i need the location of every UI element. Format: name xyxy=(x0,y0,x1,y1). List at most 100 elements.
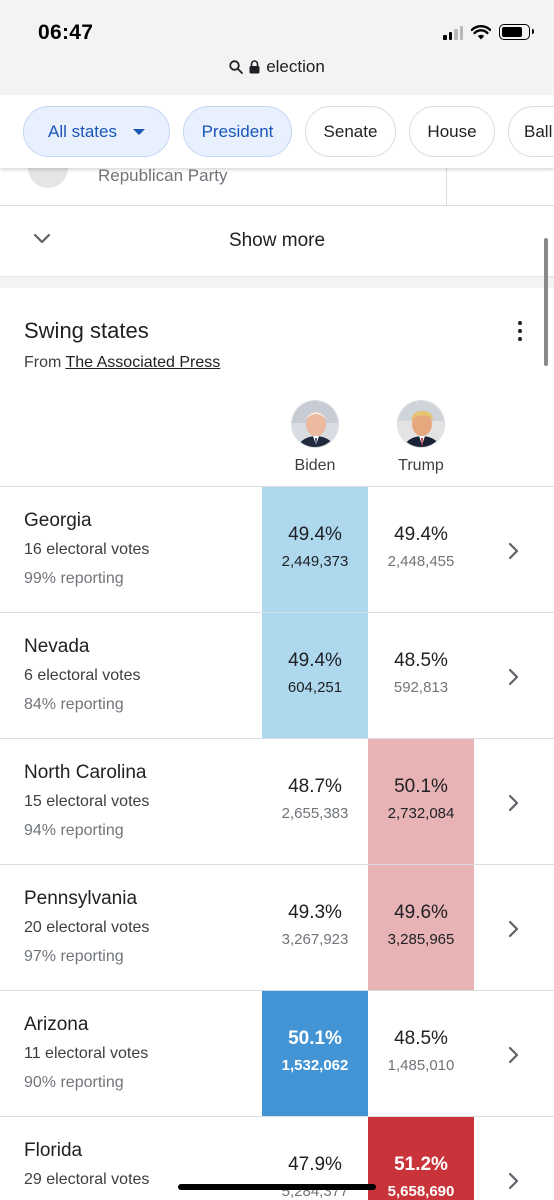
chevron-right-icon xyxy=(508,668,519,686)
reporting: 94% reporting xyxy=(24,822,124,839)
electoral-votes: 11 electoral votes xyxy=(24,1045,149,1062)
section-divider xyxy=(0,276,554,288)
trump-result: 48.5% 1,485,010 xyxy=(368,991,474,1116)
source-line: From The Associated Press xyxy=(24,354,220,372)
biden-percent: 49.3% xyxy=(288,902,342,923)
chip-label: All states xyxy=(48,121,117,141)
state-row-georgia[interactable]: Georgia 16 electoral votes 99% reporting… xyxy=(0,486,554,612)
chip-label: House xyxy=(427,121,477,141)
url-bar[interactable]: election xyxy=(0,57,554,77)
state-row-nevada[interactable]: Nevada 6 electoral votes 84% reporting 4… xyxy=(0,612,554,738)
avatar-biden xyxy=(291,400,339,448)
trump-percent: 51.2% xyxy=(394,1154,448,1175)
chevron-right-icon xyxy=(508,1172,519,1190)
state-row-north-carolina[interactable]: North Carolina 15 electoral votes 94% re… xyxy=(0,738,554,864)
candidate-header-biden: Biden xyxy=(262,400,368,475)
chevron-down-icon xyxy=(132,128,145,135)
trump-percent: 49.4% xyxy=(394,524,448,545)
biden-percent: 49.4% xyxy=(288,650,342,671)
trump-votes: 592,813 xyxy=(393,679,449,696)
trump-votes: 3,285,965 xyxy=(387,931,455,948)
biden-percent: 49.4% xyxy=(288,524,342,545)
trump-votes: 5,658,690 xyxy=(387,1183,455,1200)
reporting: 84% reporting xyxy=(24,696,124,713)
lock-icon xyxy=(249,60,260,74)
state-name: North Carolina xyxy=(24,762,147,783)
trump-votes: 1,485,010 xyxy=(387,1057,455,1074)
divider xyxy=(446,168,447,205)
biden-result: 50.1% 1,532,062 xyxy=(262,991,368,1116)
more-options-icon[interactable] xyxy=(518,321,522,341)
chip-label: President xyxy=(201,121,274,141)
chevron-right-icon xyxy=(508,794,519,812)
chip-ballot[interactable]: Ball xyxy=(508,106,554,157)
chip-president[interactable]: President xyxy=(183,106,292,157)
show-more-button[interactable]: Show more xyxy=(0,206,554,276)
reporting: 99% reporting xyxy=(24,570,124,587)
party-label: Republican Party xyxy=(98,168,228,185)
state-name: Georgia xyxy=(24,510,92,531)
trump-votes: 2,448,455 xyxy=(387,553,455,570)
biden-result: 48.7% 2,655,383 xyxy=(262,739,368,864)
trump-percent: 48.5% xyxy=(394,650,448,671)
biden-votes: 604,251 xyxy=(287,679,343,696)
biden-result: 49.3% 3,267,923 xyxy=(262,865,368,990)
filter-chip-bar: All states President Senate House Ball xyxy=(0,95,554,168)
browser-top-bar: 06:47 election xyxy=(0,0,554,95)
state-row-florida[interactable]: Florida 29 electoral votes 47.9% 5,284,3… xyxy=(0,1116,554,1200)
card-title: Swing states xyxy=(24,318,149,343)
avatar-trump xyxy=(397,400,445,448)
chip-senate[interactable]: Senate xyxy=(305,106,396,157)
trump-result: 49.6% 3,285,965 xyxy=(368,865,474,990)
state-name: Florida xyxy=(24,1140,83,1161)
chevron-right-icon xyxy=(508,1046,519,1064)
status-time: 06:47 xyxy=(38,21,94,44)
reporting: 97% reporting xyxy=(24,948,124,965)
chip-house[interactable]: House xyxy=(409,106,495,157)
candidate-header-trump: Trump xyxy=(368,400,474,475)
avatar xyxy=(28,168,68,188)
trump-result: 50.1% 2,732,084 xyxy=(368,739,474,864)
biden-result: 49.4% 604,251 xyxy=(262,613,368,738)
biden-result: 49.4% 2,449,373 xyxy=(262,487,368,612)
candidate-name: Trump xyxy=(398,457,444,474)
candidate-name: Biden xyxy=(294,457,336,474)
scrollbar[interactable] xyxy=(544,238,548,366)
trump-percent: 49.6% xyxy=(394,902,448,923)
show-more-label: Show more xyxy=(228,230,326,251)
home-indicator[interactable] xyxy=(178,1184,376,1190)
biden-votes: 3,267,923 xyxy=(281,931,349,948)
biden-votes: 2,655,383 xyxy=(281,805,349,822)
url-text: election xyxy=(266,57,325,76)
swing-states-table: Georgia 16 electoral votes 99% reporting… xyxy=(0,486,554,1200)
biden-percent: 48.7% xyxy=(288,776,342,797)
wifi-icon xyxy=(471,24,491,39)
source-prefix: From xyxy=(24,354,62,371)
chip-all-states[interactable]: All states xyxy=(23,106,170,157)
state-name: Pennsylvania xyxy=(24,888,138,909)
candidate-row-partial: Republican Party xyxy=(0,168,554,206)
electoral-votes: 6 electoral votes xyxy=(24,667,141,684)
biden-percent: 50.1% xyxy=(288,1028,342,1049)
chevron-right-icon xyxy=(508,920,519,938)
status-icons xyxy=(443,24,534,40)
electoral-votes: 15 electoral votes xyxy=(24,793,150,810)
biden-votes: 1,532,062 xyxy=(281,1057,349,1074)
signal-icon xyxy=(443,25,463,40)
reporting: 90% reporting xyxy=(24,1074,124,1091)
trump-percent: 48.5% xyxy=(394,1028,448,1049)
biden-votes: 2,449,373 xyxy=(281,553,349,570)
trump-result: 51.2% 5,658,690 xyxy=(368,1117,474,1200)
state-name: Arizona xyxy=(24,1014,89,1035)
electoral-votes: 29 electoral votes xyxy=(24,1171,150,1188)
trump-percent: 50.1% xyxy=(394,776,448,797)
trump-result: 49.4% 2,448,455 xyxy=(368,487,474,612)
trump-votes: 2,732,084 xyxy=(387,805,455,822)
trump-result: 48.5% 592,813 xyxy=(368,613,474,738)
search-icon xyxy=(229,60,244,74)
state-row-arizona[interactable]: Arizona 11 electoral votes 90% reporting… xyxy=(0,990,554,1116)
battery-icon xyxy=(499,24,534,40)
state-row-pennsylvania[interactable]: Pennsylvania 20 electoral votes 97% repo… xyxy=(0,864,554,990)
chevron-right-icon xyxy=(508,542,519,560)
source-link[interactable]: The Associated Press xyxy=(65,354,221,371)
